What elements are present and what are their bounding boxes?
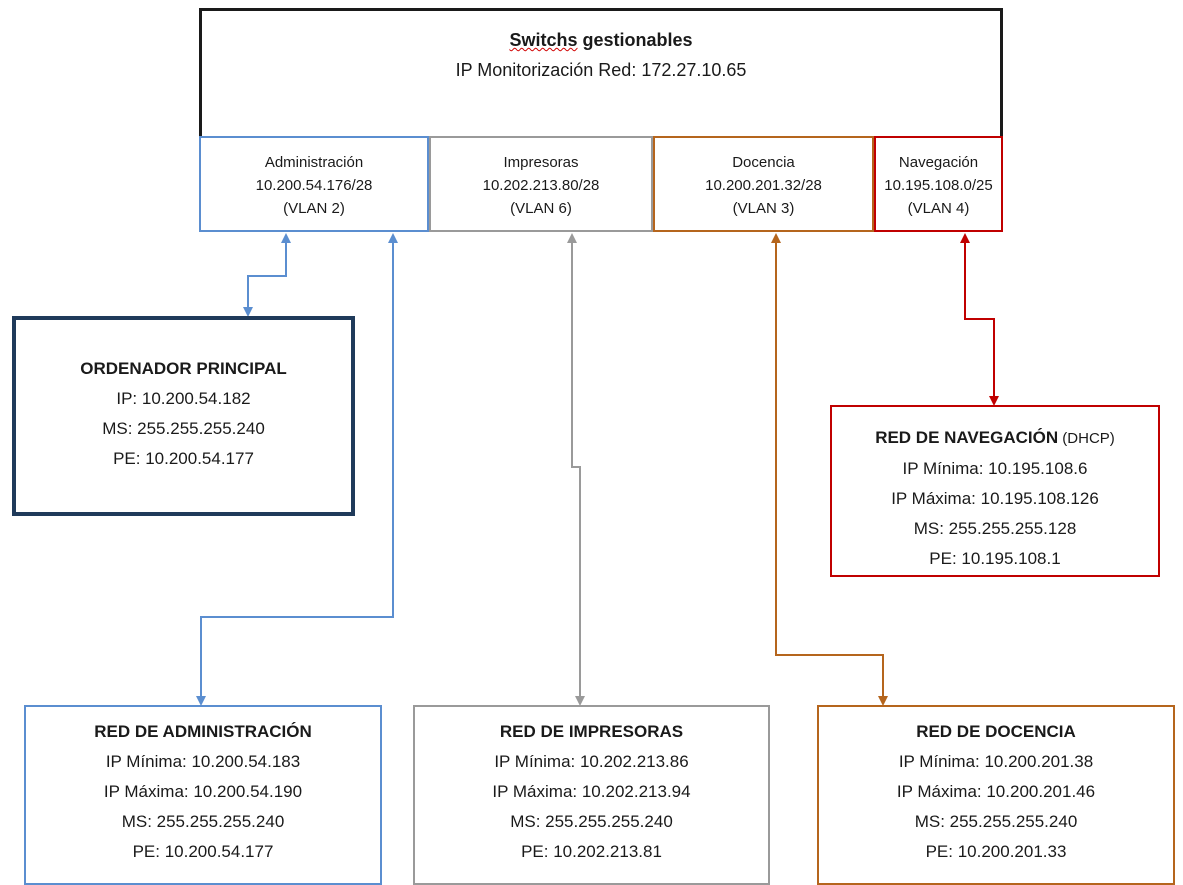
vlan-name: Navegación xyxy=(898,154,979,171)
red-impresoras-box: RED DE IMPRESORAS IP Mínima: 10.202.213.… xyxy=(413,705,770,885)
red-admin-pe: PE: 10.200.54.177 xyxy=(132,842,274,861)
red-admin-ms: MS: 255.255.255.240 xyxy=(121,812,285,831)
red-navegacion-box: RED DE NAVEGACIÓN (DHCP) IP Mínima: 10.1… xyxy=(830,405,1160,577)
vlan-subnet: 10.200.54.176/28 xyxy=(255,177,373,194)
vlan-id: (VLAN 3) xyxy=(732,200,795,217)
vlan-impresoras: Impresoras 10.202.213.80/28 (VLAN 6) xyxy=(429,136,653,232)
ordenador-pe: PE: 10.200.54.177 xyxy=(113,449,254,468)
red-administracion-box: RED DE ADMINISTRACIÓN IP Mínima: 10.200.… xyxy=(24,705,382,885)
navegacion-ip-max: IP Máxima: 10.195.108.126 xyxy=(891,489,1099,508)
vlan-id: (VLAN 2) xyxy=(283,200,345,217)
vlan-subnet: 10.202.213.80/28 xyxy=(482,177,600,194)
red-doc-ip-max: IP Máxima: 10.200.201.46 xyxy=(896,782,1096,801)
switch-subtitle: IP Monitorización Red: 172.27.10.65 xyxy=(455,60,747,80)
red-imp-title: RED DE IMPRESORAS xyxy=(499,722,684,741)
vlan-name: Docencia xyxy=(732,154,795,171)
switch-title: Switchs gestionables xyxy=(509,30,693,50)
vlan-name: Impresoras xyxy=(503,154,579,171)
red-doc-title: RED DE DOCENCIA xyxy=(916,722,1076,741)
ordenador-ip: IP: 10.200.54.182 xyxy=(116,389,251,408)
red-admin-ip-max: IP Máxima: 10.200.54.190 xyxy=(103,782,303,801)
red-imp-ms: MS: 255.255.255.240 xyxy=(510,812,673,831)
vlan-subnet: 10.200.201.32/28 xyxy=(705,177,822,194)
arrow-admin-red xyxy=(196,233,398,706)
arrow-admin-ordenador xyxy=(243,233,291,317)
vlan-name: Administración xyxy=(264,154,364,171)
red-doc-ip-min: IP Mínima: 10.200.201.38 xyxy=(898,752,1094,771)
arrow-docencia-red xyxy=(771,233,888,706)
vlan-docencia: Docencia 10.200.201.32/28 (VLAN 3) xyxy=(653,136,874,232)
arrow-navegacion-red xyxy=(960,233,999,406)
navegacion-ms: MS: 255.255.255.128 xyxy=(913,519,1077,538)
red-admin-ip-min: IP Mínima: 10.200.54.183 xyxy=(105,752,301,771)
arrow-impresoras-red xyxy=(567,233,585,706)
red-imp-ip-min: IP Mínima: 10.202.213.86 xyxy=(494,752,689,771)
vlan-administracion: Administración 10.200.54.176/28 (VLAN 2) xyxy=(199,136,429,232)
red-admin-title: RED DE ADMINISTRACIÓN xyxy=(94,722,312,741)
ordenador-principal-box: ORDENADOR PRINCIPAL IP: 10.200.54.182 MS… xyxy=(12,316,355,516)
red-imp-ip-max: IP Máxima: 10.202.213.94 xyxy=(492,782,691,801)
vlan-navegacion: Navegación 10.195.108.0/25 (VLAN 4) xyxy=(874,136,1003,232)
ordenador-title: ORDENADOR PRINCIPAL xyxy=(80,359,287,378)
navegacion-ip-min: IP Mínima: 10.195.108.6 xyxy=(902,459,1088,478)
red-doc-pe: PE: 10.200.201.33 xyxy=(925,842,1067,861)
vlan-id: (VLAN 6) xyxy=(510,200,572,217)
navegacion-pe: PE: 10.195.108.1 xyxy=(929,549,1061,568)
red-imp-pe: PE: 10.202.213.81 xyxy=(521,842,662,861)
ordenador-ms: MS: 255.255.255.240 xyxy=(102,419,265,438)
vlan-id: (VLAN 4) xyxy=(907,200,970,217)
red-doc-ms: MS: 255.255.255.240 xyxy=(914,812,1078,831)
navegacion-title: RED DE NAVEGACIÓN (DHCP) xyxy=(875,428,1115,447)
vlan-subnet: 10.195.108.0/25 xyxy=(884,177,993,194)
red-docencia-box: RED DE DOCENCIA IP Mínima: 10.200.201.38… xyxy=(817,705,1175,885)
